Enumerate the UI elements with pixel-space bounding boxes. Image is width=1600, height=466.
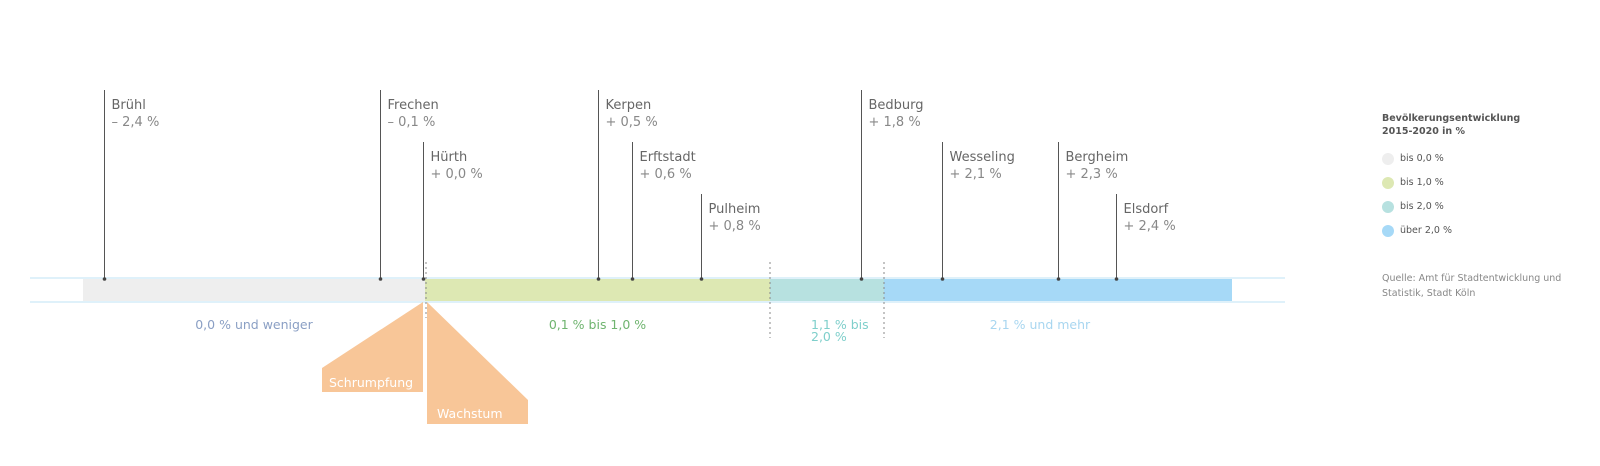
city-name: Wesseling bbox=[950, 150, 1015, 165]
legend-swatch bbox=[1382, 201, 1394, 213]
city-value-label: + 1,8 % bbox=[869, 115, 921, 130]
city-value-label: + 0,5 % bbox=[606, 115, 658, 130]
city-dot bbox=[630, 277, 635, 281]
city-name: Hürth bbox=[431, 150, 468, 165]
city-value-label: + 0,6 % bbox=[640, 167, 692, 182]
range-segment bbox=[83, 279, 425, 301]
city-dot bbox=[859, 277, 864, 281]
growth-flag bbox=[427, 302, 528, 424]
range-label: 0,1 % bis 1,0 % bbox=[549, 317, 646, 332]
city-value-label: + 2,4 % bbox=[1124, 219, 1176, 234]
legend-item: über 2,0 % bbox=[1382, 223, 1582, 239]
city-name: Elsdorf bbox=[1124, 202, 1169, 217]
city-dot bbox=[1056, 277, 1061, 281]
legend-title-line-2: 2015-2020 in % bbox=[1382, 126, 1465, 137]
range-segment bbox=[884, 279, 1232, 301]
range-label: 0,0 % und weniger bbox=[195, 317, 313, 332]
city-value-label: + 2,1 % bbox=[950, 167, 1002, 182]
city-name: Pulheim bbox=[709, 202, 761, 217]
range-label-line: 2,0 % bbox=[811, 329, 847, 344]
city-name: Kerpen bbox=[606, 98, 652, 113]
city-dot bbox=[596, 277, 601, 281]
range-segment bbox=[425, 279, 770, 301]
city-name: Bedburg bbox=[869, 98, 924, 113]
range-label-line: 1,1 % bis bbox=[811, 317, 869, 332]
city-dot bbox=[940, 277, 945, 281]
city-dot bbox=[421, 277, 426, 281]
city-name: Frechen bbox=[388, 98, 439, 113]
city-name: Brühl bbox=[112, 98, 146, 113]
city-value-label: + 0,8 % bbox=[709, 219, 761, 234]
city-name: Bergheim bbox=[1066, 150, 1129, 165]
range-label: 2,1 % und mehr bbox=[990, 317, 1091, 332]
range-segment bbox=[770, 279, 884, 301]
city-value-label: + 0,0 % bbox=[431, 167, 483, 182]
legend-item-label: bis 2,0 % bbox=[1400, 201, 1444, 212]
shrink-flag bbox=[322, 302, 423, 392]
legend-swatch bbox=[1382, 225, 1394, 237]
source-note: Quelle: Amt für Stadtentwicklung und Sta… bbox=[1382, 271, 1582, 301]
legend-item-label: über 2,0 % bbox=[1400, 225, 1452, 236]
legend-item-label: bis 1,0 % bbox=[1400, 177, 1444, 188]
growth-flag-label: Wachstum bbox=[437, 406, 503, 421]
source-line-2: Statistik, Stadt Köln bbox=[1382, 288, 1476, 299]
legend-item: bis 1,0 % bbox=[1382, 175, 1582, 191]
legend-items: bis 0,0 % bis 1,0 % bis 2,0 % über 2,0 % bbox=[1382, 151, 1582, 239]
city-name: Erftstadt bbox=[640, 150, 696, 165]
source-line-1: Quelle: Amt für Stadtentwicklung und bbox=[1382, 273, 1562, 284]
legend-item: bis 0,0 % bbox=[1382, 151, 1582, 167]
legend-swatch bbox=[1382, 177, 1394, 189]
legend: Bevölkerungsentwicklung 2015-2020 in % b… bbox=[1382, 112, 1582, 301]
city-dot bbox=[102, 277, 107, 281]
legend-item: bis 2,0 % bbox=[1382, 199, 1582, 215]
legend-title-line-1: Bevölkerungsentwicklung bbox=[1382, 113, 1521, 124]
range-label: 1,1 % bis 2,0 % bbox=[811, 317, 869, 344]
city-value-label: – 0,1 % bbox=[388, 115, 436, 130]
city-value-label: – 2,4 % bbox=[112, 115, 160, 130]
city-dot bbox=[378, 277, 383, 281]
legend-swatch bbox=[1382, 153, 1394, 165]
city-dot bbox=[1114, 277, 1119, 281]
legend-item-label: bis 0,0 % bbox=[1400, 153, 1444, 164]
shrink-flag-label: Schrumpfung bbox=[329, 375, 413, 390]
city-dot bbox=[699, 277, 704, 281]
legend-title: Bevölkerungsentwicklung 2015-2020 in % bbox=[1382, 112, 1582, 138]
city-value-label: + 2,3 % bbox=[1066, 167, 1118, 182]
